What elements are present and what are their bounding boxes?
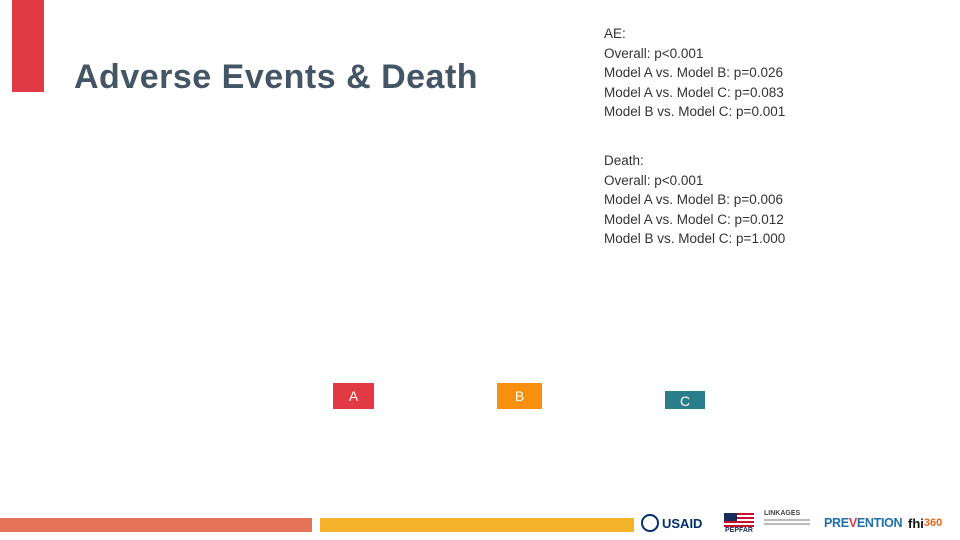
usaid-seal-icon	[641, 514, 659, 532]
death-stat-line: Model A vs. Model B: p=0.006	[604, 192, 783, 207]
linkages-logo: LINKAGES	[764, 510, 814, 536]
linkages-tagline	[764, 519, 810, 521]
usaid-logo-text: USAID	[662, 515, 703, 531]
model-b-label: B	[497, 383, 542, 409]
linkages-logo-text: LINKAGES	[764, 510, 801, 517]
ae-stats-block: AE: Overall: p<0.001 Model A vs. Model B…	[604, 24, 934, 122]
death-stat-line: Model B vs. Model C: p=1.000	[604, 231, 786, 246]
prevention-logo-text-b: ENTION	[856, 516, 903, 530]
footer-stripe-gold	[320, 518, 634, 532]
ae-stat-line: Overall: p<0.001	[604, 45, 704, 61]
prevention-logo-text-a: PRE	[824, 516, 849, 530]
fhi360-logo: fhi 360	[908, 510, 944, 536]
footer-stripe-coral	[0, 518, 312, 532]
fhi-logo-number: 360	[923, 517, 943, 529]
death-stat-line: Overall: p<0.001	[604, 172, 704, 188]
ae-stat-line: Model B vs. Model C: p=0.001	[604, 104, 786, 119]
page-title: Adverse Events & Death	[74, 58, 479, 96]
linkages-tagline	[764, 523, 810, 525]
death-stats-block: Death: Overall: p<0.001 Model A vs. Mode…	[604, 151, 934, 249]
death-stat-line: Model A vs. Model C: p=0.012	[604, 211, 784, 227]
fhi-logo-text: fhi	[908, 515, 924, 531]
pepfar-logo-text: PEPFAR	[724, 526, 753, 534]
accent-bar	[12, 0, 44, 92]
ae-stat-line: Model A vs. Model C: p=0.083	[604, 84, 784, 100]
pepfar-logo: PEPFAR	[721, 510, 757, 536]
death-heading: Death:	[604, 153, 644, 168]
ae-heading: AE:	[604, 26, 626, 41]
model-a-label: A	[333, 383, 374, 409]
prevention-logo: PRE V ENTION	[824, 510, 904, 536]
model-c-label: C	[665, 391, 705, 409]
us-flag-icon	[724, 512, 754, 527]
usaid-logo: USAID	[641, 510, 707, 536]
ae-stat-line: Model A vs. Model B: p=0.026	[604, 65, 783, 80]
prevention-logo-v: V	[848, 516, 857, 530]
